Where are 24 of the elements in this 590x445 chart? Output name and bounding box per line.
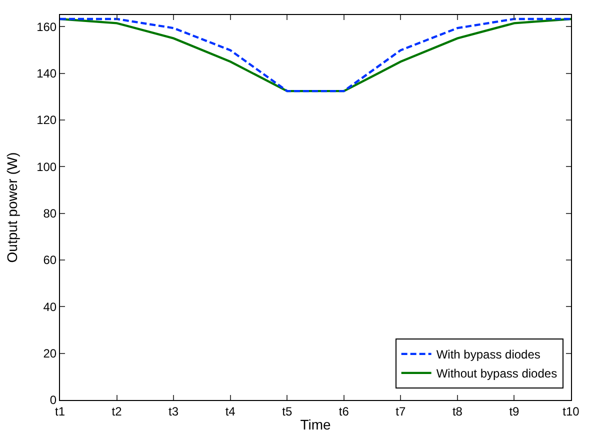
x-tick-label: t10 xyxy=(562,404,580,418)
x-tick-label: t5 xyxy=(282,404,292,418)
y-tick-label: 40 xyxy=(43,300,57,314)
x-tick-label: t2 xyxy=(112,404,122,418)
y-tick-label: 120 xyxy=(36,113,57,128)
line-series xyxy=(60,18,571,92)
x-tick-label: t9 xyxy=(509,404,520,418)
x-tick-label: t4 xyxy=(225,404,236,418)
y-tick-label: 20 xyxy=(43,346,57,361)
y-tick-label: 100 xyxy=(36,160,57,174)
legend-label: With bypass diodes xyxy=(436,348,540,362)
y-tick-label: 160 xyxy=(36,20,57,34)
y-tick-label: 80 xyxy=(43,206,57,221)
legend-label: Without bypass diodes xyxy=(436,366,558,381)
y-tick-label: 0 xyxy=(50,393,57,408)
x-tick-label: t6 xyxy=(338,404,350,418)
x-tick-label: t1 xyxy=(54,404,66,418)
y-tick-label: 60 xyxy=(43,253,57,268)
y-tick-label: 140 xyxy=(36,66,57,81)
y-axis-title: Output power (W) xyxy=(4,152,20,263)
x-tick-label: t3 xyxy=(168,404,179,418)
x-axis-title: Time xyxy=(300,416,332,433)
x-tick-label: t8 xyxy=(452,404,463,418)
x-tick-label: t7 xyxy=(396,404,406,418)
